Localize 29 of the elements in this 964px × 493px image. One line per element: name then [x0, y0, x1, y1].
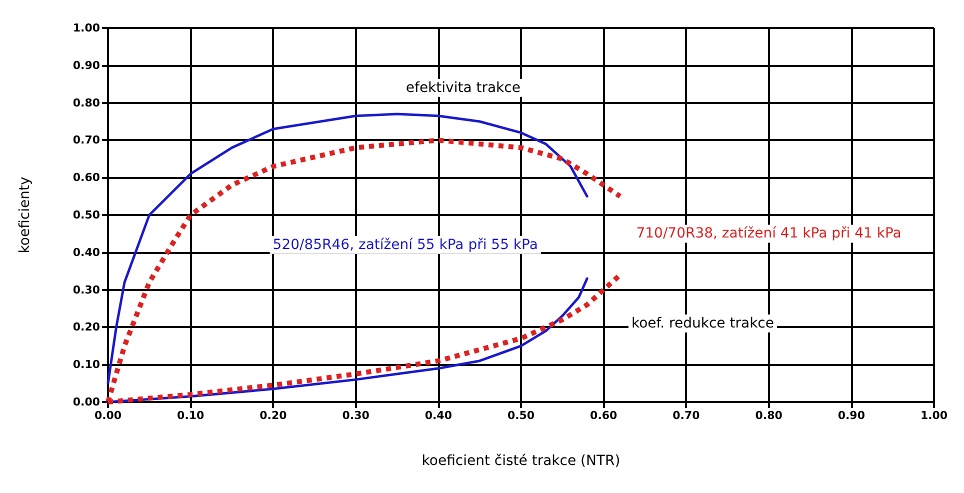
y-tick-label: 0.50 — [72, 208, 100, 222]
x-tick-label: 0.00 — [94, 409, 122, 422]
x-tick-label: 0.60 — [590, 409, 618, 422]
x-tick-label: 0.10 — [177, 409, 205, 422]
annotation: efektivita trakce — [406, 80, 520, 96]
x-tick-label: 0.80 — [755, 409, 783, 422]
y-tick-label: 0.20 — [72, 320, 100, 334]
x-tick-label: 1.00 — [920, 409, 948, 422]
line-series — [106, 112, 588, 385]
y-tick-label: 0.30 — [72, 283, 100, 296]
y-tick-label: 1.00 — [72, 22, 100, 34]
y-tick-label: 0.80 — [72, 96, 100, 110]
x-tick-label: 0.30 — [342, 409, 370, 422]
text: 520/85R46, zatížení 55 kPa při 55 kPa — [272, 236, 538, 253]
x-axis-title: koeficient čisté trakce (NTR) — [422, 453, 620, 469]
y-tick-label: 0.10 — [72, 358, 100, 372]
y-tick-label: 0.40 — [72, 246, 100, 259]
x-tick-label: 0.40 — [424, 409, 452, 422]
annotation: koef. redukce trakce — [631, 315, 774, 332]
x-tick-label: 0.70 — [672, 409, 700, 422]
y-tick-label: 0.90 — [72, 58, 100, 72]
x-tick-label: 0.90 — [838, 409, 866, 422]
y-tick-label: 0.70 — [72, 134, 100, 147]
x-tick-label: 0.20 — [260, 409, 288, 422]
y-axis-title: koeficienty — [17, 176, 33, 254]
y-tick-label: 0.60 — [72, 171, 100, 184]
x-tick-label: 0.50 — [507, 409, 535, 422]
text: 710/70R38, zatížení 41 kPa při 41 kPa — [636, 226, 902, 242]
y-tick-label: 0.00 — [72, 396, 100, 408]
